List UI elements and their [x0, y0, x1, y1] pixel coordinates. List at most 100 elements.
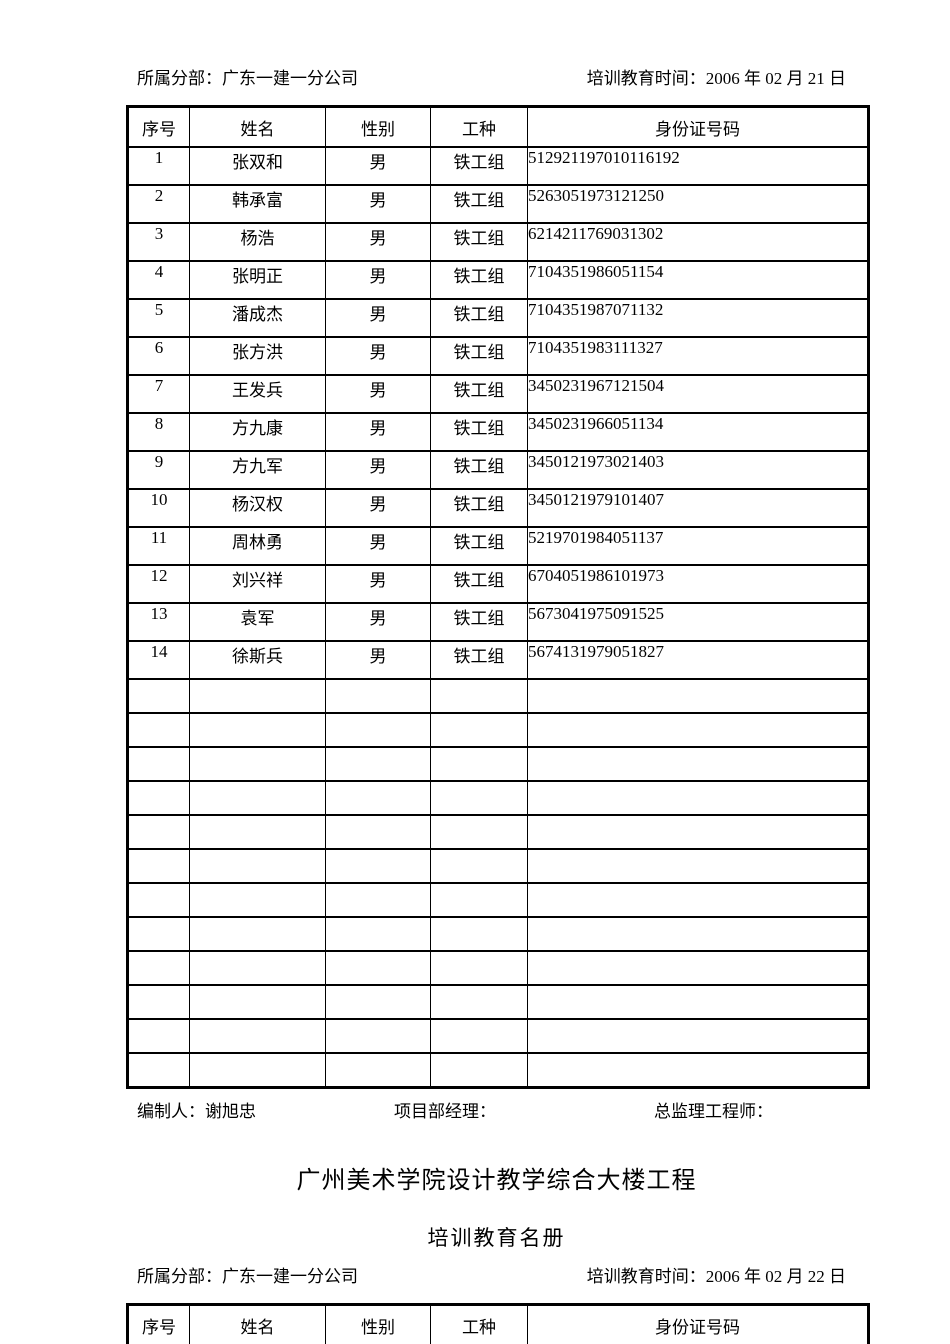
- branch-field-2: 所属分部：广东一建一分公司: [137, 1266, 358, 1288]
- empty-table-row: [127, 950, 869, 986]
- empty-cell: [527, 780, 869, 816]
- trade-cell: 铁工组: [430, 298, 528, 338]
- roster-subtitle: 培训教育名册: [427, 1226, 566, 1250]
- id-number-cell: 512921197010116192: [527, 146, 869, 186]
- header-seq: 序号: [127, 1303, 190, 1344]
- empty-cell: [127, 848, 190, 884]
- empty-cell: [325, 882, 431, 918]
- table-row: 11 周林勇男铁工组 5219701984051137: [127, 526, 869, 566]
- table-row: 9 方九军男铁工组 3450121973021403: [127, 450, 869, 490]
- empty-cell: [527, 814, 869, 850]
- empty-cell: [430, 984, 528, 1020]
- id-number-cell: 5219701984051137: [527, 526, 869, 566]
- id-number-cell: 3450231967121504: [527, 374, 869, 414]
- empty-cell: [189, 678, 326, 714]
- table-row: 10 杨汉权男铁工组 3450121979101407: [127, 488, 869, 528]
- seq-cell: 8: [127, 412, 190, 452]
- id-number-cell: 7104351986051154: [527, 260, 869, 300]
- preparer-value: 谢旭忠: [205, 1102, 256, 1121]
- empty-cell: [189, 814, 326, 850]
- empty-cell: [325, 1018, 431, 1054]
- empty-cell: [527, 984, 869, 1020]
- empty-cell: [430, 882, 528, 918]
- empty-table-row: [127, 814, 869, 850]
- id-number-cell: 3450121979101407: [527, 488, 869, 528]
- empty-cell: [127, 1018, 190, 1054]
- trade-cell: 铁工组: [430, 222, 528, 262]
- name-cell: 方九军: [189, 450, 326, 490]
- empty-cell: [127, 814, 190, 850]
- empty-cell: [527, 916, 869, 952]
- empty-cell: [430, 746, 528, 782]
- empty-cell: [127, 712, 190, 748]
- empty-cell: [430, 712, 528, 748]
- document-content: 所属分部：广东一建一分公司 培训教育时间：2006 年 02 月 21 日 序号…: [126, 0, 870, 1344]
- empty-table-row: [127, 746, 869, 782]
- empty-cell: [430, 1018, 528, 1054]
- empty-cell: [527, 746, 869, 782]
- name-cell: 张方洪: [189, 336, 326, 376]
- seq-cell: 13: [127, 602, 190, 642]
- empty-cell: [325, 712, 431, 748]
- empty-cell: [527, 882, 869, 918]
- empty-cell: [527, 1018, 869, 1054]
- empty-table-row: [127, 678, 869, 714]
- preparer-label: 编制人：: [137, 1102, 205, 1121]
- empty-cell: [325, 780, 431, 816]
- gender-cell: 男: [325, 488, 431, 528]
- training-time-value: 2006 年 02 月 21 日: [705, 69, 846, 88]
- empty-cell: [325, 814, 431, 850]
- name-cell: 杨浩: [189, 222, 326, 262]
- empty-cell: [127, 746, 190, 782]
- empty-cell: [189, 882, 326, 918]
- gender-cell: 男: [325, 564, 431, 604]
- table-row: 14 徐斯兵男铁工组 5674131979051827: [127, 640, 869, 680]
- empty-cell: [430, 950, 528, 986]
- chief-supervisor-field: 总监理工程师：: [654, 1102, 773, 1121]
- table-row: 3 杨浩男铁工组 6214211769031302: [127, 222, 869, 262]
- empty-cell: [527, 712, 869, 748]
- roster-table-1: 序号 姓名 性别 工种 身份证号码 1 张双和男铁工组 51292119701011…: [126, 105, 870, 1089]
- seq-cell: 1: [127, 146, 190, 186]
- seq-cell: 12: [127, 564, 190, 604]
- empty-cell: [127, 950, 190, 986]
- empty-cell: [430, 780, 528, 816]
- trade-cell: 铁工组: [430, 374, 528, 414]
- empty-cell: [127, 984, 190, 1020]
- trade-cell: 铁工组: [430, 564, 528, 604]
- empty-cell: [189, 1018, 326, 1054]
- header-row: 序号 姓名 性别 工种 身份证号码: [127, 1303, 869, 1344]
- id-number-cell: 3450231966051134: [527, 412, 869, 452]
- trade-cell: 铁工组: [430, 184, 528, 224]
- empty-cell: [430, 814, 528, 850]
- preparer-field: 编制人：谢旭忠: [137, 1097, 256, 1122]
- branch-label-2: 所属分部：: [137, 1267, 222, 1286]
- id-number-cell: 5674131979051827: [527, 640, 869, 680]
- seq-cell: 3: [127, 222, 190, 262]
- name-cell: 张双和: [189, 146, 326, 186]
- id-number-cell: 5263051973121250: [527, 184, 869, 224]
- gender-cell: 男: [325, 450, 431, 490]
- header-trade: 工种: [430, 1303, 528, 1344]
- empty-cell: [189, 984, 326, 1020]
- empty-cell: [527, 950, 869, 986]
- header-trade: 工种: [430, 105, 528, 148]
- id-number-cell: 7104351987071132: [527, 298, 869, 338]
- training-time-value-2: 2006 年 02 月 22 日: [705, 1267, 846, 1286]
- training-time-label: 培训教育时间：: [586, 69, 706, 88]
- roster-table-2: 序号 姓名 性别 工种 身份证号码: [126, 1303, 870, 1344]
- gender-cell: 男: [325, 526, 431, 566]
- table-row: 5 潘成杰男铁工组 7104351987071132: [127, 298, 869, 338]
- empty-cell: [189, 848, 326, 884]
- header-name: 姓名: [189, 105, 326, 148]
- gender-cell: 男: [325, 184, 431, 224]
- trade-cell: 铁工组: [430, 602, 528, 642]
- name-cell: 方九康: [189, 412, 326, 452]
- name-cell: 杨汉权: [189, 488, 326, 528]
- name-cell: 韩承富: [189, 184, 326, 224]
- empty-cell: [189, 712, 326, 748]
- id-number-cell: 5673041975091525: [527, 602, 869, 642]
- name-cell: 徐斯兵: [189, 640, 326, 680]
- empty-cell: [189, 950, 326, 986]
